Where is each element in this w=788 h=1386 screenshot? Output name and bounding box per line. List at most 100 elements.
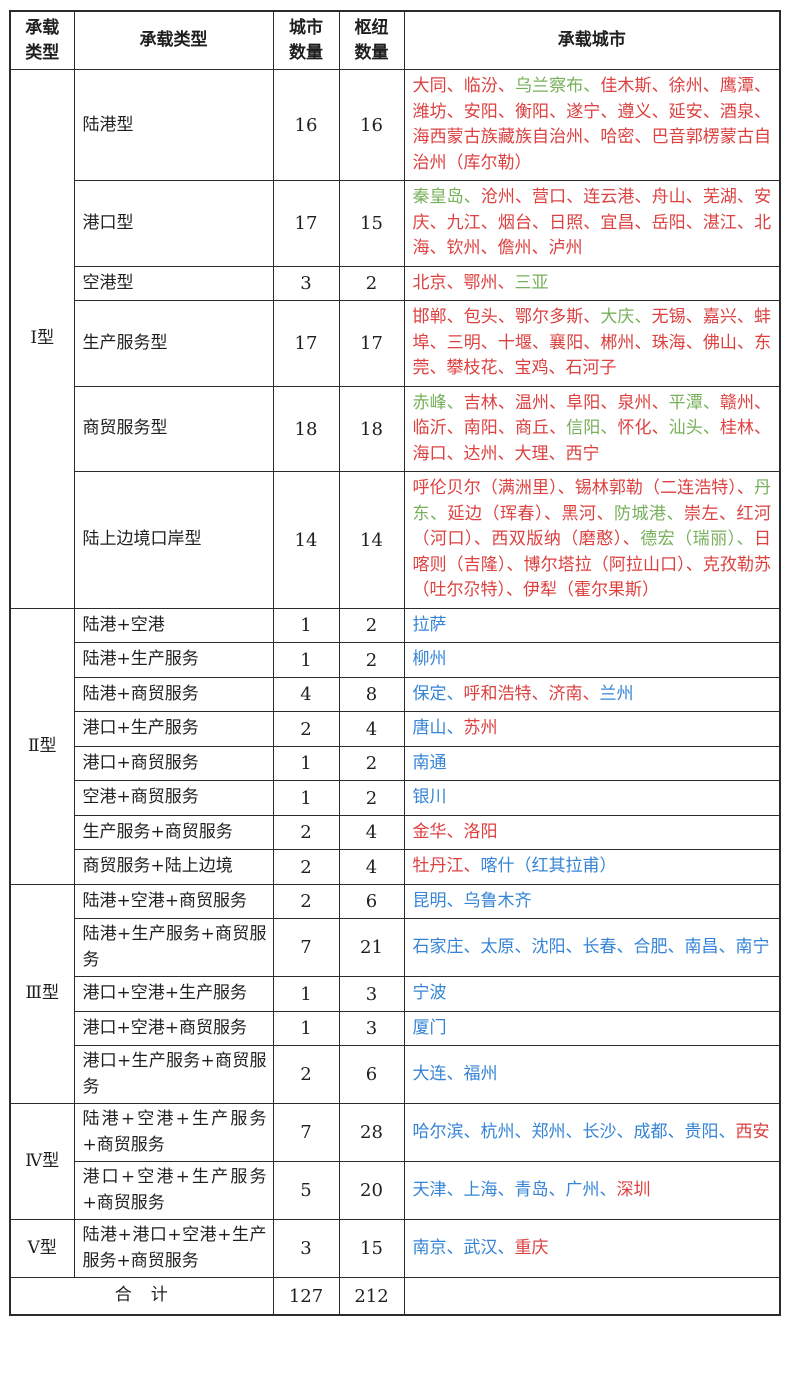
city-count-cell: 2 [272, 814, 340, 851]
total-cities-cell [403, 1277, 781, 1316]
city-name: 洛阳 [463, 821, 498, 842]
city-name: 牡丹江、 [412, 856, 481, 877]
table-row: 港口+空港+生产服务 1 3 宁波 [10, 976, 781, 1012]
hub-count-cell: 3 [338, 1010, 405, 1047]
header-city-count: 城市数量 [272, 10, 340, 71]
city-name: 重庆 [514, 1238, 549, 1259]
city-name: 东莞、 [412, 332, 772, 379]
city-name: 崇左、 [684, 503, 737, 524]
city-name: 锡林郭勒（二连浩特）、 [574, 478, 755, 499]
city-name: 天津、 [412, 1180, 464, 1201]
header-type-group: 承载类型 [9, 10, 75, 71]
city-name: 郴州、 [600, 332, 652, 353]
hub-count-cell: 4 [338, 849, 405, 885]
city-name: 石河子 [565, 358, 617, 379]
city-name: 南昌、 [684, 937, 736, 958]
total-row: 合 计 127 212 [9, 1277, 781, 1316]
city-name: 桂林、 [719, 418, 772, 439]
city-count-cell: 7 [272, 918, 340, 978]
cities-cell: 南京、武汉、重庆 [403, 1219, 781, 1279]
cities-cell: 邯郸、包头、鄂尔多斯、大庆、无锡、嘉兴、蚌埠、三明、十堰、襄阳、郴州、珠海、佛山… [403, 300, 781, 387]
type-group-cell: Ⅱ型 [9, 607, 75, 885]
city-count-cell: 2 [272, 849, 340, 885]
hub-count-cell: 21 [338, 918, 405, 978]
city-name: 鄂尔多斯、 [514, 307, 601, 328]
city-count-cell: 7 [272, 1103, 340, 1163]
category-cell: 港口+生产服务 [73, 711, 274, 747]
city-name: 佛山、 [702, 332, 755, 353]
city-name: 博尔塔拉（阿拉山口）、 [523, 554, 703, 575]
city-name: 乌兰察布、 [514, 76, 601, 97]
cities-cell: 银川 [403, 780, 781, 816]
city-name: 西宁 [565, 443, 600, 464]
hub-count-cell: 20 [338, 1161, 405, 1221]
table-row: Ⅲ型 陆港+空港+商贸服务 2 6 昆明、乌鲁木齐 [9, 883, 781, 1105]
city-count-cell: 1 [272, 976, 340, 1012]
city-name: 昆明、 [412, 890, 464, 911]
city-name: 包头、 [463, 307, 515, 328]
city-name: 郑州、 [531, 1122, 583, 1143]
city-name: 儋州、 [497, 238, 549, 259]
city-name: 大连、 [412, 1064, 464, 1085]
city-name: 杭州、 [480, 1122, 532, 1143]
category-cell: 陆港+空港+生产服务+商贸服务 [73, 1103, 274, 1163]
city-name: 赤峰、 [412, 392, 464, 413]
city-name: 佳木斯、 [600, 76, 669, 97]
city-name: 北海、 [412, 212, 772, 259]
category-cell: 陆港+生产服务 [73, 642, 274, 678]
category-cell: 空港+商贸服务 [73, 780, 274, 816]
city-name: 厦门 [412, 1017, 447, 1038]
category-cell: 港口+空港+生产服务 [73, 976, 274, 1012]
city-name: 伊犁（霍尔果斯） [523, 580, 659, 601]
city-name: 南阳、 [463, 418, 515, 439]
category-cell: 陆港型 [73, 69, 274, 182]
hub-count-cell: 16 [338, 69, 405, 182]
category-cell: 陆上边境口岸型 [73, 471, 274, 609]
city-name: 徐州、 [668, 76, 720, 97]
table-header: 承载类型 承载类型 城市数量 枢纽数量 承载城市 [9, 10, 781, 71]
city-name: 大庆、 [600, 307, 652, 328]
hub-count-cell: 28 [338, 1103, 405, 1163]
table-row: 空港+商贸服务 1 2 银川 [10, 780, 781, 816]
city-name: 钦州、 [446, 238, 498, 259]
table-row: 港口+生产服务+商贸服务 2 6 大连、福州 [10, 1045, 781, 1105]
city-name: 西安 [735, 1122, 770, 1143]
city-name: 鄂州、 [463, 272, 515, 293]
category-cell: 商贸服务型 [73, 385, 274, 473]
city-name: 广州、 [565, 1180, 617, 1201]
city-name: 临汾、 [463, 76, 515, 97]
city-name: 黑河、 [561, 503, 615, 524]
cities-cell: 昆明、乌鲁木齐 [403, 883, 781, 920]
table-row: Ⅳ型 陆港+空港+生产服务+商贸服务 7 28 哈尔滨、杭州、郑州、长沙、成都、贵阳、西… [9, 1103, 781, 1221]
category-cell: 港口+空港+生产服务+商贸服务 [73, 1161, 274, 1221]
cities-cell: 赤峰、吉林、温州、阜阳、泉州、平潭、赣州、临沂、南阳、商丘、信阳、怀化、汕头、桂… [403, 385, 781, 473]
city-count-cell: 1 [272, 642, 340, 678]
city-name: 三明、 [446, 332, 498, 353]
city-name: 柳州 [412, 649, 447, 670]
hub-count-cell: 18 [338, 385, 405, 473]
table-row: 商贸服务型 18 18 赤峰、吉林、温州、阜阳、泉州、平潭、赣州、临沂、南阳、商丘、信… [10, 385, 781, 473]
city-name: 遵义、 [617, 101, 669, 122]
city-name: 延安、 [668, 101, 720, 122]
city-name: 哈密、 [600, 127, 652, 148]
city-name: 十堰、 [497, 332, 550, 353]
city-name: 鹰潭、 [719, 76, 772, 97]
header-category: 承载类型 [73, 10, 274, 71]
city-name: 九江、 [446, 212, 498, 233]
city-count-cell: 14 [272, 471, 340, 609]
city-name: 北京、 [412, 272, 464, 293]
category-cell: 港口+生产服务+商贸服务 [73, 1045, 274, 1105]
city-name: 巴音郭楞蒙古自治州（库尔勒） [412, 127, 772, 173]
category-cell: 港口型 [73, 180, 274, 267]
cities-cell: 唐山、苏州 [403, 711, 781, 747]
hub-count-cell: 15 [338, 1219, 405, 1279]
city-name: 沧州、 [480, 187, 533, 208]
table-row: 港口+空港+生产服务+商贸服务 5 20 天津、上海、青岛、广州、深圳 [10, 1161, 781, 1221]
category-cell: 陆港+商贸服务 [73, 676, 274, 713]
total-label-cell: 合 计 [9, 1277, 274, 1316]
city-name: 呼伦贝尔（满洲里）、 [412, 478, 575, 499]
cities-cell: 北京、鄂州、三亚 [403, 265, 781, 302]
city-count-cell: 18 [272, 385, 340, 473]
table-row: 商贸服务+陆上边境 2 4 牡丹江、喀什（红其拉甫） [10, 849, 781, 885]
cities-cell: 牡丹江、喀什（红其拉甫） [403, 849, 781, 885]
